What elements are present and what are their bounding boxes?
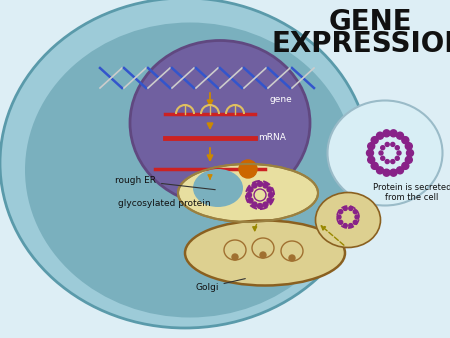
Circle shape	[257, 182, 262, 187]
Circle shape	[390, 130, 397, 137]
Circle shape	[349, 207, 353, 211]
Circle shape	[377, 132, 383, 139]
Ellipse shape	[185, 220, 345, 286]
Circle shape	[252, 183, 257, 188]
Circle shape	[385, 160, 389, 164]
Circle shape	[405, 156, 412, 163]
Circle shape	[267, 187, 272, 192]
Circle shape	[371, 137, 378, 144]
Circle shape	[337, 215, 341, 219]
Text: EXPRESSION: EXPRESSION	[272, 30, 450, 58]
Circle shape	[232, 254, 238, 260]
Circle shape	[391, 142, 395, 146]
Circle shape	[377, 167, 383, 174]
Circle shape	[371, 162, 378, 169]
Ellipse shape	[130, 41, 310, 206]
Text: mRNA: mRNA	[258, 134, 286, 143]
Circle shape	[343, 207, 347, 211]
Circle shape	[395, 146, 399, 150]
Circle shape	[343, 223, 347, 227]
Circle shape	[339, 220, 343, 224]
Circle shape	[391, 160, 395, 164]
Ellipse shape	[328, 100, 442, 206]
Circle shape	[267, 198, 272, 203]
Circle shape	[289, 255, 295, 261]
Circle shape	[395, 156, 399, 160]
Circle shape	[396, 167, 404, 174]
Circle shape	[248, 187, 253, 192]
Text: GENE: GENE	[328, 8, 412, 36]
Ellipse shape	[178, 164, 318, 222]
Circle shape	[353, 220, 357, 224]
Text: Protein is secreted
from the cell: Protein is secreted from the cell	[373, 183, 450, 202]
Text: Golgi: Golgi	[195, 279, 245, 292]
Circle shape	[405, 143, 412, 150]
Ellipse shape	[25, 23, 355, 317]
Circle shape	[381, 156, 385, 160]
Circle shape	[349, 223, 353, 227]
Circle shape	[379, 151, 383, 155]
Circle shape	[406, 149, 414, 156]
Circle shape	[239, 160, 257, 178]
Circle shape	[402, 137, 409, 144]
Circle shape	[247, 193, 252, 197]
Circle shape	[257, 203, 262, 209]
Circle shape	[383, 130, 390, 137]
Circle shape	[396, 132, 404, 139]
Circle shape	[368, 156, 375, 163]
Circle shape	[252, 202, 257, 207]
Text: rough ER: rough ER	[115, 176, 215, 190]
Text: gene: gene	[270, 95, 293, 104]
Ellipse shape	[0, 0, 370, 328]
Circle shape	[368, 143, 375, 150]
Circle shape	[366, 149, 373, 156]
Circle shape	[381, 146, 385, 150]
Circle shape	[269, 193, 274, 197]
Circle shape	[353, 210, 357, 214]
Circle shape	[383, 169, 390, 176]
Text: glycosylated protein: glycosylated protein	[118, 199, 211, 208]
Circle shape	[402, 162, 409, 169]
Circle shape	[390, 169, 397, 176]
Circle shape	[263, 202, 268, 207]
Circle shape	[339, 210, 343, 214]
Circle shape	[355, 215, 359, 219]
Circle shape	[260, 252, 266, 258]
Ellipse shape	[193, 169, 243, 207]
Ellipse shape	[315, 193, 381, 247]
Circle shape	[248, 198, 253, 203]
Circle shape	[385, 142, 389, 146]
Circle shape	[397, 151, 401, 155]
Circle shape	[263, 183, 268, 188]
